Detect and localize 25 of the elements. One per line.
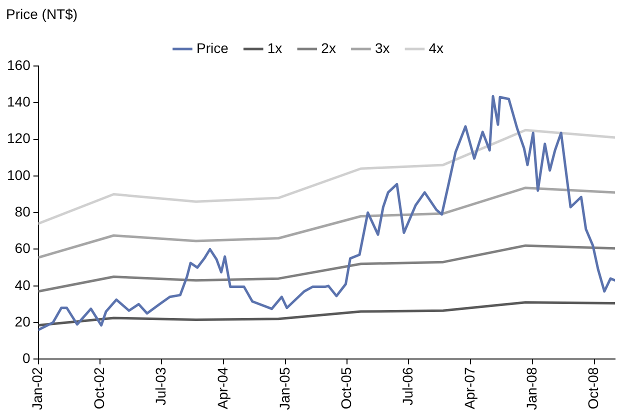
y-tick-label: 80 [14, 203, 31, 220]
y-tick-label: 140 [7, 94, 31, 110]
x-tick-label: Apr-07 [461, 366, 478, 410]
y-tick-label: 0 [22, 350, 31, 366]
y-tick-label: 40 [14, 276, 31, 293]
x-tick-label: Oct-02 [90, 366, 107, 410]
legend-label: 1x [267, 40, 282, 56]
y-tick-label: 120 [7, 130, 31, 146]
y-tick-label: 20 [14, 313, 31, 330]
x-tick-label: Jan-08 [523, 366, 540, 410]
legend-label: 4x [428, 40, 444, 56]
y-tick-label: 160 [7, 56, 31, 73]
x-tick-label: Jan-05 [276, 366, 292, 410]
x-tick-label: Jul-06 [400, 366, 416, 406]
legend-label: 3x [374, 40, 390, 56]
y-tick-label: 100 [7, 166, 31, 183]
x-tick-label: Jul-03 [152, 366, 168, 406]
y-axis-title: Price (NT$) [6, 6, 78, 22]
x-tick-label: Apr-04 [214, 366, 230, 410]
legend-label: 2x [321, 40, 336, 56]
y-tick-label: 60 [14, 240, 31, 256]
x-tick-label: Oct-08 [585, 366, 602, 410]
legend-label: Price [196, 40, 229, 56]
x-tick-label: Jan-02 [29, 366, 46, 410]
x-tick-label: Oct-05 [338, 366, 354, 410]
